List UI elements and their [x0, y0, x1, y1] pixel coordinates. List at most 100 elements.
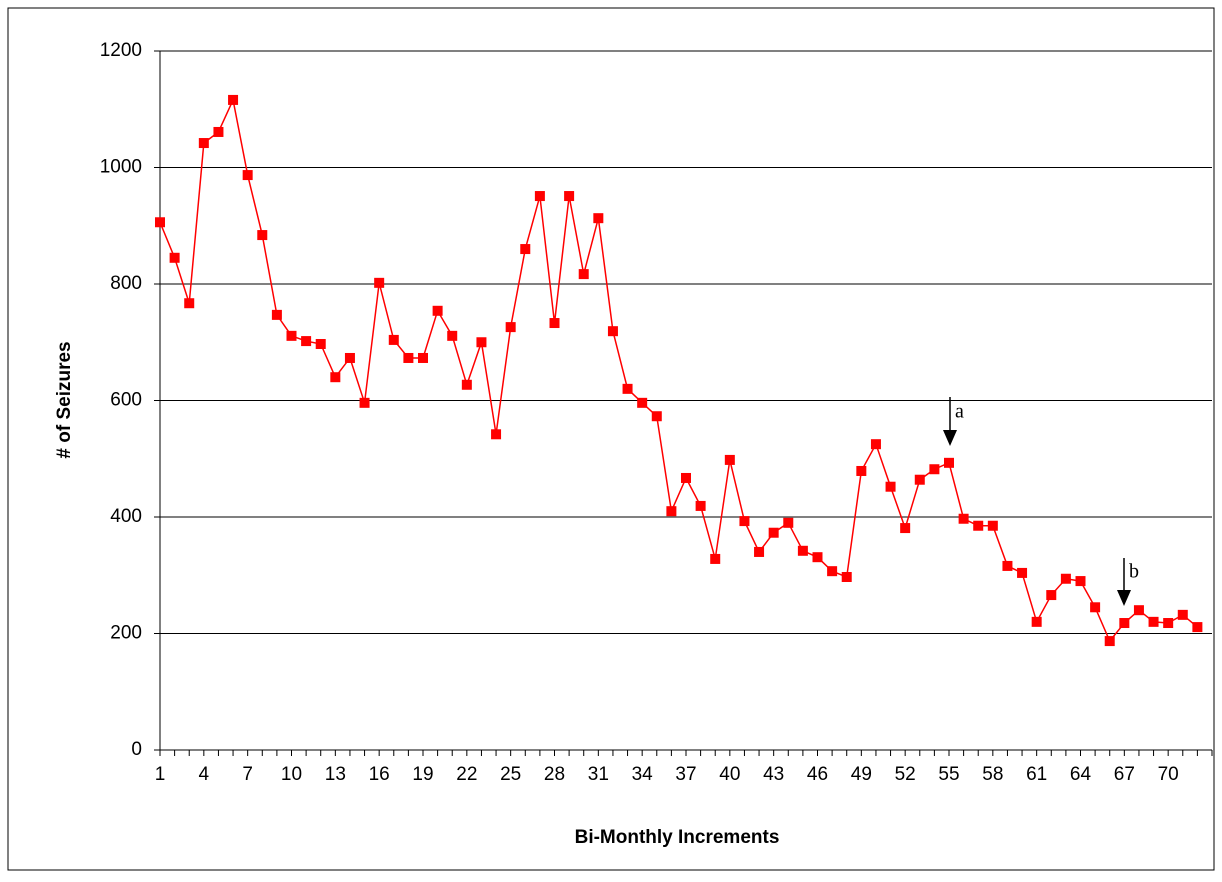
y-tick-label: 600: [110, 390, 142, 411]
marker: [710, 553, 721, 564]
marker: [1119, 618, 1130, 629]
x-tick-label: 70: [1158, 764, 1179, 785]
marker: [461, 379, 472, 390]
marker: [242, 170, 253, 181]
marker: [914, 474, 925, 485]
chart-frame: [7, 7, 1215, 871]
x-tick-label: 49: [851, 764, 872, 785]
x-axis-title: Bi-Monthly Increments: [575, 827, 780, 848]
x-tick-label: 46: [807, 764, 828, 785]
x-tick-label: 19: [412, 764, 433, 785]
marker: [812, 552, 823, 563]
arrow-head: [1117, 590, 1131, 606]
marker: [1177, 609, 1188, 620]
marker: [1060, 573, 1071, 584]
y-tick-label: 400: [110, 506, 142, 527]
marker: [885, 481, 896, 492]
x-tick-label: 61: [1026, 764, 1047, 785]
y-tick-label: 200: [110, 623, 142, 644]
marker: [666, 506, 677, 517]
marker: [534, 191, 545, 202]
marker: [228, 94, 239, 105]
x-tick-label: 16: [369, 764, 390, 785]
marker: [1075, 576, 1086, 587]
x-tick-label: 10: [281, 764, 302, 785]
marker: [1192, 622, 1203, 633]
marker: [856, 465, 867, 476]
marker: [359, 397, 370, 408]
marker: [651, 411, 662, 422]
marker: [827, 566, 838, 577]
marker: [1148, 616, 1159, 627]
marker: [870, 439, 881, 450]
marker: [1002, 560, 1013, 571]
marker: [169, 252, 180, 263]
marker: [681, 472, 691, 483]
marker: [564, 191, 575, 202]
x-tick-label: 4: [199, 764, 210, 785]
marker: [432, 305, 443, 316]
marker: [1104, 636, 1115, 647]
y-axis-title: # of Seizures: [54, 341, 75, 458]
x-tick-label: 22: [456, 764, 477, 785]
marker: [374, 277, 385, 288]
marker: [315, 338, 326, 349]
marker: [578, 269, 589, 280]
marker: [403, 352, 414, 363]
x-tick-label: 37: [675, 764, 696, 785]
marker: [622, 383, 633, 394]
marker: [549, 318, 560, 329]
series-line: [159, 97, 1198, 643]
x-tick-label: 52: [895, 764, 916, 785]
marker: [286, 330, 297, 341]
annotation: a: [955, 401, 964, 423]
marker: [301, 336, 312, 347]
marker: [637, 397, 648, 408]
marker: [841, 571, 852, 582]
arrow-head: [943, 430, 957, 446]
x-tick-label: 7: [242, 764, 253, 785]
x-tick-label: 55: [938, 764, 959, 785]
marker: [198, 138, 209, 149]
marker: [344, 352, 355, 363]
marker: [695, 500, 706, 511]
marker: [900, 523, 911, 534]
x-tick-label: 13: [325, 764, 346, 785]
marker: [958, 513, 969, 524]
y-tick-label: 0: [131, 739, 142, 760]
marker: [1090, 602, 1101, 613]
marker: [491, 429, 502, 440]
marker: [797, 545, 808, 556]
x-tick-label: 58: [982, 764, 1003, 785]
marker: [184, 298, 195, 309]
x-tick-label: 28: [544, 764, 565, 785]
marker: [944, 457, 954, 468]
x-tick-label: 64: [1070, 764, 1092, 785]
x-tick-label: 1: [155, 764, 166, 785]
marker: [213, 126, 224, 137]
marker: [724, 454, 735, 465]
marker: [505, 322, 516, 333]
annotation-b: b: [1117, 558, 1139, 606]
marker: [388, 334, 399, 345]
plot: 0 200 400 600 800 1000 1200 1 4 7 10 13 16 19 22 25 28 31…: [100, 40, 1213, 785]
annotation: b: [1129, 561, 1139, 583]
x-tick-label: 31: [588, 764, 609, 785]
marker: [987, 520, 998, 531]
marker: [783, 517, 794, 528]
y-tick-label: 800: [110, 273, 142, 294]
marker: [739, 516, 750, 527]
marker: [1046, 590, 1057, 601]
marker: [929, 464, 940, 475]
marker: [520, 244, 531, 255]
marker: [447, 330, 458, 341]
x-tick-label: 25: [500, 764, 521, 785]
x-tick-label: 40: [719, 764, 740, 785]
marker: [257, 230, 268, 241]
marker: [1163, 618, 1174, 629]
x-tick-label: 43: [763, 764, 784, 785]
marker: [476, 337, 487, 348]
marker: [754, 546, 765, 557]
annotation-a: a: [943, 397, 964, 446]
